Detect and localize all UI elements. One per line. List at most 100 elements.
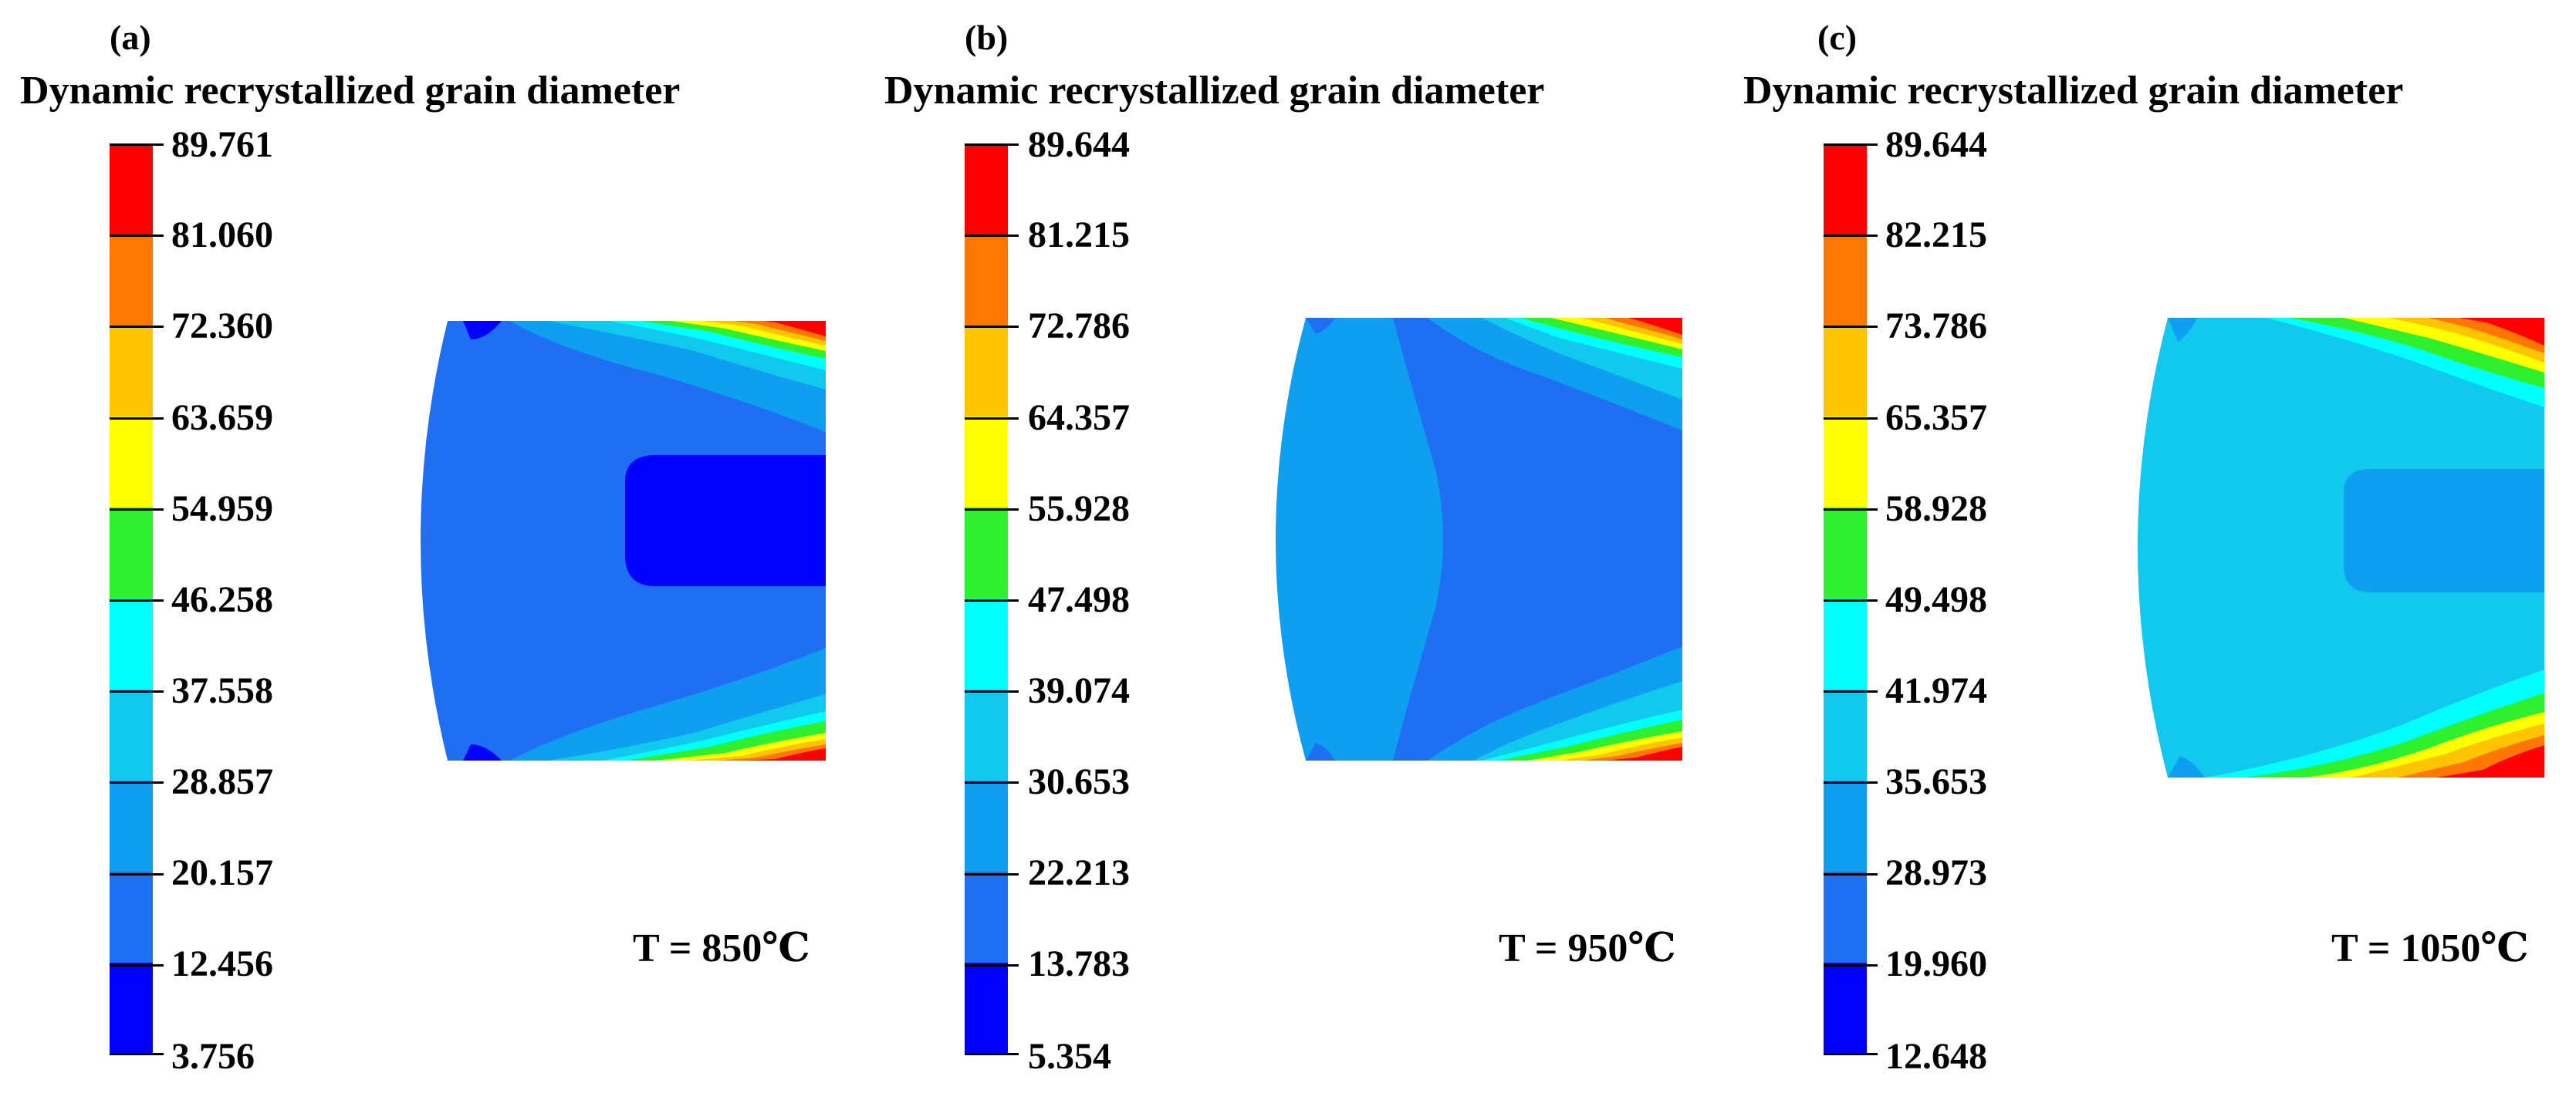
colorbar-tick xyxy=(965,326,1019,328)
colorbar-tick xyxy=(1824,326,1878,328)
colorbar-band-7 xyxy=(965,690,1008,781)
colorbar-label: 47.498 xyxy=(1028,579,1130,620)
colorbar-tick xyxy=(965,417,1019,420)
panel-c: (c) Dynamic recrystallized grain diamete… xyxy=(1717,0,2576,1100)
colorbar-tick xyxy=(110,1053,164,1055)
colorbar-title: Dynamic recrystallized grain diameter xyxy=(20,69,681,113)
colorbar-label: 72.360 xyxy=(171,305,273,346)
colorbar-label: 22.213 xyxy=(1028,852,1130,893)
colorbar-tick xyxy=(965,143,1019,146)
colorbar-title: Dynamic recrystallized grain diameter xyxy=(1743,69,2404,113)
colorbar-tick xyxy=(1824,1053,1878,1055)
colorbar-label: 64.357 xyxy=(1028,397,1130,438)
temperature-label: T = 850℃ xyxy=(633,926,810,970)
colorbar-tick xyxy=(110,508,164,511)
colorbar-label: 81.215 xyxy=(1028,214,1130,255)
colorbar-label: 13.783 xyxy=(1028,943,1130,984)
colorbar-tick xyxy=(965,690,1019,693)
colorbar-band-2 xyxy=(1824,235,1867,326)
colorbar-label: 35.653 xyxy=(1885,761,1987,802)
colorbar-label: 28.973 xyxy=(1885,852,1987,893)
colorbar-band-1 xyxy=(965,143,1008,235)
colorbar-tick xyxy=(1824,781,1878,784)
colorbar-tick xyxy=(110,964,164,967)
colorbar-band-7 xyxy=(1824,690,1867,781)
colorbar-label: 54.959 xyxy=(171,488,273,529)
colorbar-label: 73.786 xyxy=(1885,305,1987,346)
colorbar-label: 55.928 xyxy=(1028,488,1130,529)
colorbar-band-6 xyxy=(965,599,1008,690)
colorbar-tick xyxy=(965,964,1019,967)
colorbar xyxy=(1824,143,1878,1055)
colorbar-band-1 xyxy=(110,143,153,235)
colorbar-tick xyxy=(110,873,164,876)
colorbar-band-10 xyxy=(110,963,153,1055)
panel-a: (a) Dynamic recrystallized grain diamete… xyxy=(0,0,857,1100)
colorbar-label: 81.060 xyxy=(171,214,273,255)
colorbar-band-9 xyxy=(1824,872,1867,963)
colorbar-band-10 xyxy=(1824,963,1867,1055)
colorbar-label: 89.644 xyxy=(1028,124,1130,165)
panel-label: (a) xyxy=(110,18,151,57)
colorbar-band-6 xyxy=(110,599,153,690)
colorbar-tick xyxy=(110,417,164,420)
colorbar-label: 41.974 xyxy=(1885,670,1987,711)
colorbar-band-4 xyxy=(1824,417,1867,508)
colorbar-label: 28.857 xyxy=(171,761,273,802)
colorbar-tick xyxy=(965,235,1019,237)
colorbar-tick xyxy=(110,143,164,146)
colorbar-band-5 xyxy=(110,508,153,599)
colorbar-tick xyxy=(110,781,164,784)
colorbar-tick xyxy=(110,235,164,237)
colorbar-label: 58.928 xyxy=(1885,488,1987,529)
temperature-label: T = 1050℃ xyxy=(2331,926,2529,970)
colorbar-label: 63.659 xyxy=(171,397,273,438)
colorbar-band-9 xyxy=(965,872,1008,963)
colorbar-tick xyxy=(1824,873,1878,876)
colorbar-label: 3.756 xyxy=(171,1036,255,1077)
colorbar-label: 12.648 xyxy=(1885,1036,1987,1077)
colorbar-band-2 xyxy=(965,235,1008,326)
temperature-label: T = 950℃ xyxy=(1499,926,1676,970)
colorbar-tick xyxy=(965,508,1019,511)
contour-field xyxy=(421,321,826,761)
colorbar-label: 89.644 xyxy=(1885,124,1987,165)
colorbar-label: 19.960 xyxy=(1885,943,1987,984)
contour-field xyxy=(2138,318,2544,778)
colorbar-title: Dynamic recrystallized grain diameter xyxy=(884,69,1545,113)
colorbar-band-4 xyxy=(965,417,1008,508)
colorbar-band-8 xyxy=(965,781,1008,872)
colorbar-tick xyxy=(965,873,1019,876)
colorbar-band-5 xyxy=(965,508,1008,599)
colorbar-tick xyxy=(965,1053,1019,1055)
colorbar-tick xyxy=(965,599,1019,602)
colorbar-label: 30.653 xyxy=(1028,761,1130,802)
colorbar-label: 65.357 xyxy=(1885,397,1987,438)
colorbar-label: 46.258 xyxy=(171,579,273,620)
colorbar-label: 12.456 xyxy=(171,943,273,984)
colorbar-label: 20.157 xyxy=(171,852,273,893)
panel-label: (c) xyxy=(1817,18,1858,57)
colorbar-tick xyxy=(1824,599,1878,602)
colorbar-label: 39.074 xyxy=(1028,670,1130,711)
panel-label: (b) xyxy=(965,18,1009,57)
colorbar-band-3 xyxy=(110,326,153,417)
colorbar-tick xyxy=(110,690,164,693)
panel-b: (b) Dynamic recrystallized grain diamete… xyxy=(857,0,1717,1100)
colorbar-band-6 xyxy=(1824,599,1867,690)
colorbar-tick xyxy=(1824,143,1878,146)
contour-field xyxy=(1276,318,1682,761)
colorbar-label: 89.761 xyxy=(171,124,273,165)
colorbar-band-2 xyxy=(110,235,153,326)
colorbar-tick xyxy=(1824,417,1878,420)
colorbar-tick xyxy=(1824,690,1878,693)
colorbar xyxy=(965,143,1019,1055)
colorbar-label: 72.786 xyxy=(1028,305,1130,346)
colorbar-band-4 xyxy=(110,417,153,508)
colorbar-band-1 xyxy=(1824,143,1867,235)
colorbar-label: 37.558 xyxy=(171,670,273,711)
colorbar-tick xyxy=(1824,235,1878,237)
colorbar-band-7 xyxy=(110,690,153,781)
colorbar-label: 49.498 xyxy=(1885,579,1987,620)
colorbar-tick xyxy=(110,326,164,328)
